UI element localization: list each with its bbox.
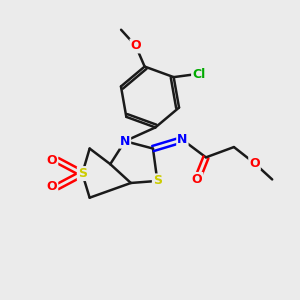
Text: N: N bbox=[120, 135, 130, 148]
Text: S: S bbox=[78, 167, 87, 180]
Text: S: S bbox=[153, 174, 162, 188]
Text: O: O bbox=[130, 39, 141, 52]
Text: N: N bbox=[177, 133, 188, 146]
Text: O: O bbox=[46, 154, 57, 167]
Text: Cl: Cl bbox=[192, 68, 205, 81]
Text: O: O bbox=[46, 180, 57, 193]
Text: O: O bbox=[192, 173, 203, 186]
Text: O: O bbox=[249, 157, 260, 170]
